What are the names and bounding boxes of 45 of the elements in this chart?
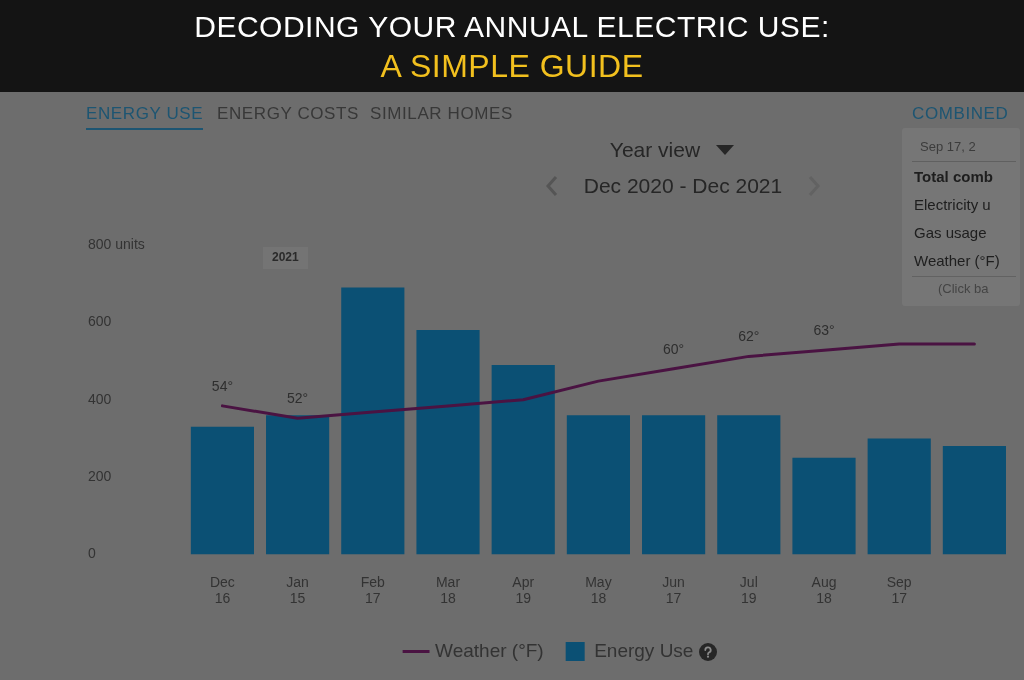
y-tick-label: 0 [88, 545, 96, 562]
bar [416, 330, 480, 555]
x-tick-label: Sep 17 [886, 573, 912, 607]
x-tick-label: May 18 [585, 573, 612, 607]
text: Year view [609, 138, 701, 163]
bar [942, 446, 1006, 555]
text: Sep 17, 2 [920, 139, 976, 155]
annotation: Weather (°F) [914, 252, 1000, 270]
text: Gas usage [914, 224, 987, 242]
data-label: 60° [663, 340, 685, 357]
legend-label: Weather (°F) [435, 639, 544, 661]
text: Dec 2020 - Dec 2021 [583, 174, 783, 199]
chart-subtitle: A SIMPLE GUIDE [380, 48, 644, 85]
bar [266, 415, 330, 555]
bar [190, 426, 254, 555]
x-tick-label: Mar 18 [435, 573, 461, 607]
legend-label: Energy Use [594, 639, 694, 661]
x-tick-label: Feb 17 [360, 573, 386, 607]
y-tick-label: 600 [88, 313, 112, 330]
bar [717, 415, 781, 555]
x-tick-label: Apr 19 [512, 573, 535, 607]
x-tick-label: Jul 19 [739, 573, 758, 607]
data-label: 54° [211, 377, 234, 394]
text: COMBINED [912, 104, 1009, 124]
bar [566, 415, 630, 555]
y-tick-label: 800 units [88, 235, 145, 252]
x-tick-label: Aug 18 [811, 573, 837, 607]
data-label: 63° [813, 322, 835, 339]
text: Total comb [914, 168, 993, 186]
annotation: 2021 [263, 247, 308, 269]
y-tick-label: 400 [88, 390, 112, 407]
data-label: 62° [738, 328, 760, 345]
text: ENERGY USE [86, 104, 204, 124]
bar [491, 364, 555, 555]
bar [341, 287, 405, 555]
data-label: 52° [287, 390, 309, 407]
x-tick-label: Jan 15 [286, 573, 309, 607]
bar [867, 438, 931, 555]
bar [642, 415, 706, 555]
y-tick-label: 200 [88, 467, 112, 484]
bar [792, 457, 856, 555]
chart-title: DECODING YOUR ANNUAL ELECTRIC USE: [194, 10, 830, 45]
x-tick-label: Jun 17 [662, 573, 685, 607]
x-tick-label: Dec 16 [209, 573, 235, 607]
text: Electricity u [914, 196, 991, 214]
